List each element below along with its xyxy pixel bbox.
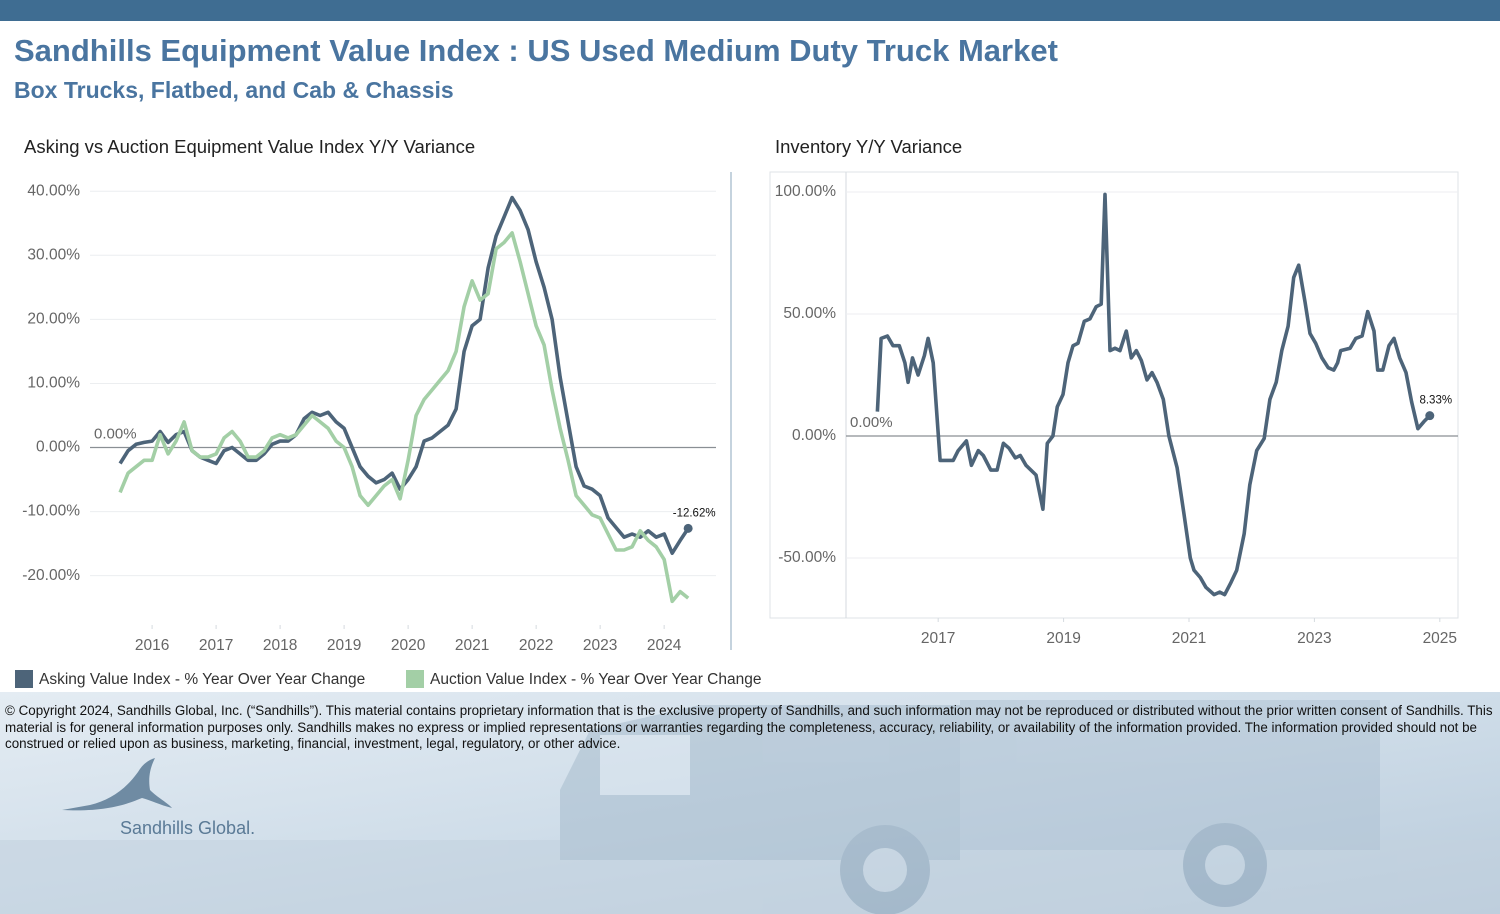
truck-illustration: [0, 700, 1500, 914]
copyright: © Copyright 2024, Sandhills Global, Inc.…: [5, 703, 1493, 751]
x-tick-label: 2019: [1046, 630, 1080, 647]
x-tick-label: 2021: [1172, 630, 1206, 647]
logo-mark: [62, 758, 172, 811]
series-line: [875, 192, 1432, 597]
x-tick-label: 2023: [583, 637, 617, 654]
y-tick-label: 20.00%: [27, 310, 80, 327]
y-tick-label: -20.00%: [22, 567, 80, 584]
legend-label: Auction Value Index - % Year Over Year C…: [430, 671, 761, 688]
x-tick-label: 2018: [263, 637, 297, 654]
top-bar: [0, 0, 1500, 21]
chart-title: Inventory Y/Y Variance: [775, 136, 962, 157]
x-tick-label: 2022: [519, 637, 553, 654]
data-label: -12.62%: [673, 507, 716, 519]
y-tick-label: -50.00%: [778, 549, 836, 566]
legend-swatch: [15, 670, 33, 688]
y-tick-label: -10.00%: [22, 503, 80, 520]
x-tick-label: 2021: [455, 637, 489, 654]
end-point: [1425, 411, 1435, 421]
y-tick-label: 30.00%: [27, 246, 80, 263]
x-tick-label: 2024: [647, 637, 682, 654]
x-tick-label: 2019: [327, 637, 361, 654]
y-tick-label: 0.00%: [36, 439, 80, 456]
x-tick-label: 2017: [921, 630, 955, 647]
series-line: [118, 231, 690, 604]
y-tick-label: 10.00%: [27, 375, 80, 392]
y-tick-label: 50.00%: [783, 305, 836, 322]
series-line: [118, 195, 690, 555]
x-tick-label: 2016: [135, 637, 169, 654]
y-tick-label: 100.00%: [775, 183, 836, 200]
legend-swatch: [406, 670, 424, 688]
x-tick-label: 2025: [1423, 630, 1457, 647]
page-subtitle: Box Trucks, Flatbed, and Cab & Chassis: [14, 77, 454, 103]
y-tick-label: 0.00%: [792, 427, 836, 444]
x-tick-label: 2023: [1297, 630, 1331, 647]
x-tick-label: 2020: [391, 637, 426, 654]
data-label: 8.33%: [1419, 395, 1452, 407]
logo-text: Sandhills Global.: [120, 818, 255, 838]
reference-label: 0.00%: [94, 425, 137, 442]
legend-label: Asking Value Index - % Year Over Year Ch…: [39, 671, 365, 688]
plot-frame: [769, 171, 1459, 619]
page-title: Sandhills Equipment Value Index : US Use…: [14, 33, 1058, 68]
end-point: [683, 523, 693, 533]
chart-title: Asking vs Auction Equipment Value Index …: [24, 136, 475, 157]
reference-label: 0.00%: [850, 414, 893, 431]
y-tick-label: 40.00%: [27, 182, 80, 199]
x-tick-label: 2017: [199, 637, 233, 654]
